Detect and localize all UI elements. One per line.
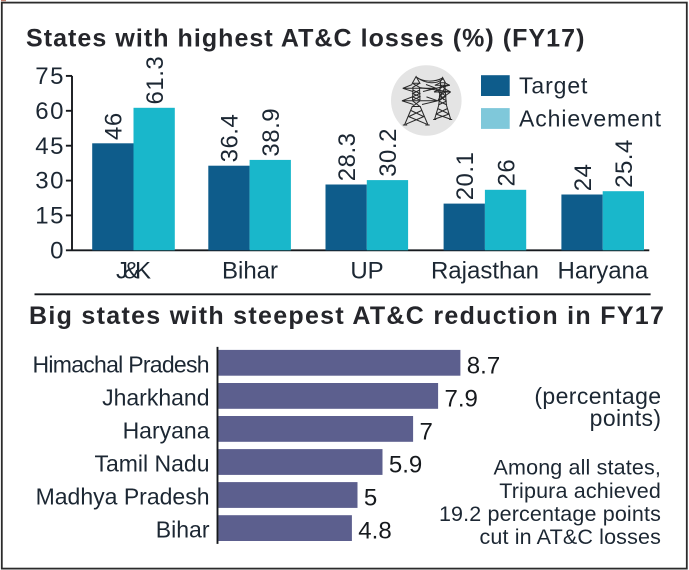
svg-text:7: 7 bbox=[420, 418, 433, 445]
svg-text:30.2: 30.2 bbox=[375, 128, 402, 177]
svg-text:Jharkhand: Jharkhand bbox=[102, 384, 209, 410]
svg-text:Target: Target bbox=[519, 73, 588, 99]
svg-text:60: 60 bbox=[35, 98, 65, 125]
svg-text:24: 24 bbox=[570, 163, 597, 191]
svg-text:Bihar: Bihar bbox=[222, 258, 278, 285]
svg-text:Rajasthan: Rajasthan bbox=[431, 258, 539, 285]
svg-text:30: 30 bbox=[35, 168, 65, 195]
svg-text:UP: UP bbox=[350, 258, 383, 285]
svg-text:19.2 percentage points: 19.2 percentage points bbox=[439, 502, 661, 526]
svg-text:Himachal Pradesh: Himachal Pradesh bbox=[33, 351, 210, 377]
svg-text:Among all states,: Among all states, bbox=[494, 456, 661, 480]
svg-text:cut in AT&C losses: cut in AT&C losses bbox=[479, 525, 661, 549]
svg-text:46: 46 bbox=[101, 112, 128, 140]
svg-text:Haryana: Haryana bbox=[123, 417, 210, 443]
svg-text:Achievement: Achievement bbox=[519, 105, 662, 131]
svg-text:States with highest AT&C losse: States with highest AT&C losses (%) (FY1… bbox=[26, 25, 585, 53]
svg-text:Tripura achieved: Tripura achieved bbox=[499, 479, 661, 503]
svg-text:45: 45 bbox=[35, 133, 65, 160]
svg-text:4.8: 4.8 bbox=[358, 518, 391, 545]
svg-text:points): points) bbox=[590, 405, 662, 431]
svg-text:5: 5 bbox=[364, 485, 377, 512]
svg-text:J&K: J&K bbox=[116, 258, 151, 285]
svg-text:Bihar: Bihar bbox=[156, 517, 210, 543]
svg-text:Tamil Nadu: Tamil Nadu bbox=[94, 451, 209, 477]
svg-text:0: 0 bbox=[50, 237, 65, 264]
svg-text:20.1: 20.1 bbox=[452, 152, 479, 201]
svg-text:38.9: 38.9 bbox=[258, 108, 285, 157]
svg-text:(percentage: (percentage bbox=[534, 383, 661, 409]
svg-text:15: 15 bbox=[35, 203, 65, 230]
svg-text:75: 75 bbox=[35, 63, 65, 90]
svg-text:Haryana: Haryana bbox=[558, 258, 649, 285]
svg-text:36.4: 36.4 bbox=[217, 114, 244, 163]
svg-text:Big states with steepest AT&C: Big states with steepest AT&C reduction … bbox=[29, 302, 665, 330]
svg-text:26: 26 bbox=[493, 159, 520, 187]
svg-text:Madhya Pradesh: Madhya Pradesh bbox=[36, 484, 210, 510]
svg-text:8.7: 8.7 bbox=[467, 352, 500, 379]
svg-text:5.9: 5.9 bbox=[389, 451, 422, 478]
svg-text:7.9: 7.9 bbox=[445, 385, 478, 412]
svg-text:25.4: 25.4 bbox=[611, 139, 638, 188]
svg-text:61.3: 61.3 bbox=[142, 56, 169, 105]
svg-text:28.3: 28.3 bbox=[334, 132, 361, 181]
